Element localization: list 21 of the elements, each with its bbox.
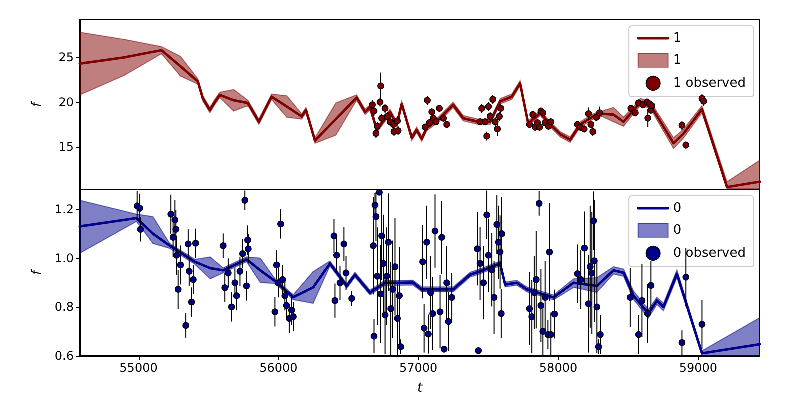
x-tick-label: 57000: [400, 361, 438, 375]
text: 0: [673, 201, 682, 216]
legend-label: 0 observed: [673, 246, 746, 261]
y-tick-label: 1.0: [54, 251, 74, 266]
y-axis-title: f: [30, 268, 45, 276]
x-axis-title: t: [417, 381, 424, 396]
x-tick-label: 56000: [260, 361, 298, 375]
y-tick-label: 25: [58, 50, 74, 65]
x-tick-label: 58000: [539, 361, 578, 375]
text: 1: [673, 31, 682, 46]
y-tick-label: 1.2: [54, 202, 74, 217]
y-axis-title: f: [30, 100, 45, 108]
x-tick-label: 55000: [120, 361, 158, 375]
legend-label: 0: [673, 223, 682, 238]
y-tick-label: 20: [58, 95, 74, 110]
legend-label: 1: [673, 53, 682, 68]
y-tick-label: 15: [58, 140, 74, 154]
y-tick-label: 0.8: [54, 300, 74, 314]
legend-label: 1 observed: [673, 76, 746, 91]
y-tick-label: 0.6: [54, 349, 74, 363]
x-tick-label: 59000: [679, 361, 718, 375]
